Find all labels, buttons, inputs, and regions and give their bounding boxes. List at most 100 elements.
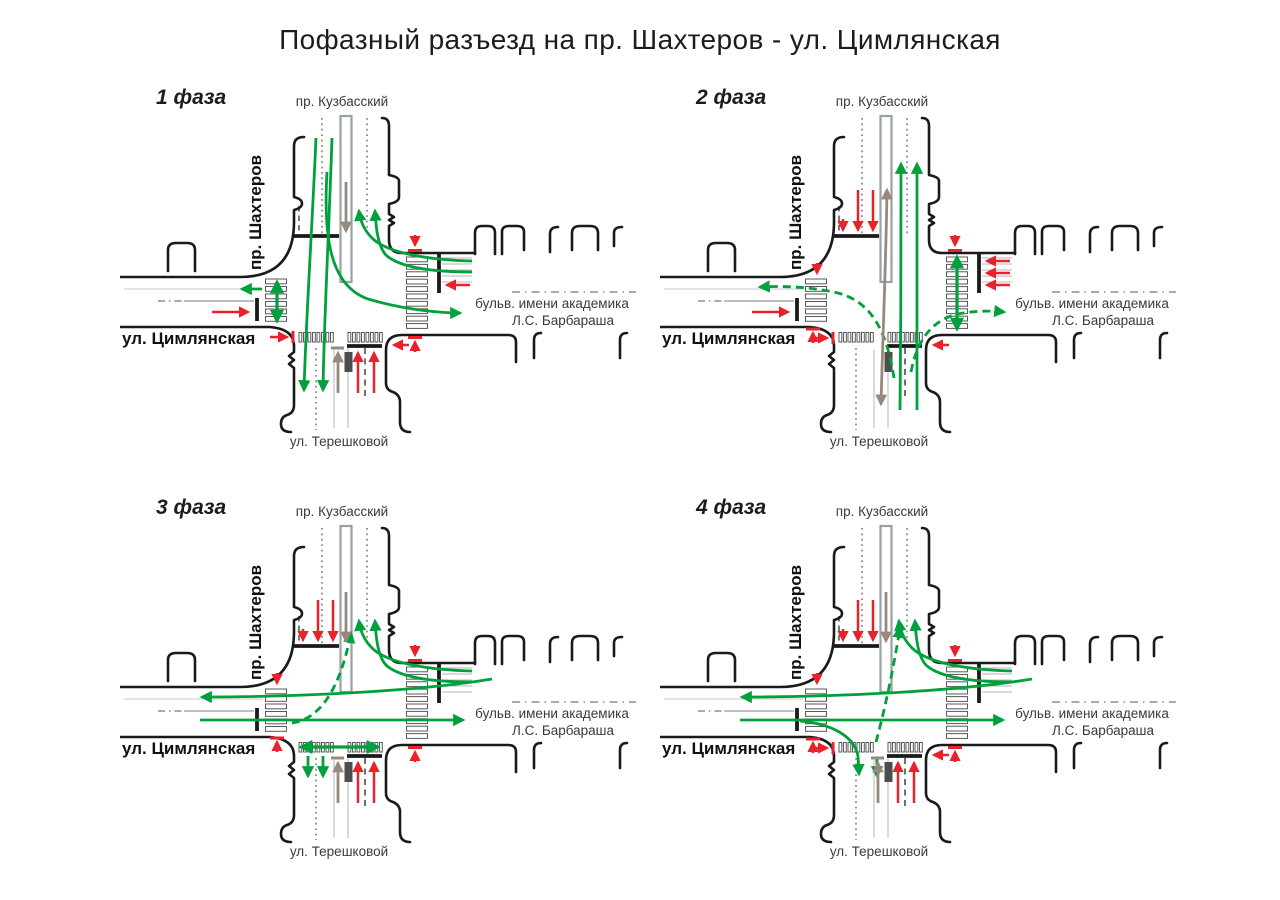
zebra-stripe xyxy=(265,688,287,695)
zebra-stripe xyxy=(265,711,287,717)
curb-northeast xyxy=(920,526,1017,665)
zebra-stripe xyxy=(805,711,827,717)
zebra-stripe xyxy=(946,710,968,717)
zebra-stripe xyxy=(919,742,923,753)
intersection-map: пр. Кузбасский пр. Шахтеров ул. Цимлянск… xyxy=(120,504,636,859)
street-label-bulvar-line2: Л.С. Барбараша xyxy=(512,313,615,328)
movement-arrows xyxy=(212,137,473,393)
zebra-stripe xyxy=(365,332,370,343)
lane-markings xyxy=(124,118,636,430)
driveway-pocket-northwest xyxy=(706,241,737,273)
bay-pocket-2 xyxy=(1040,634,1066,666)
crosswalk-south-east xyxy=(887,742,923,753)
intersection-map: пр. Кузбасский пр. Шахтеров ул. Цимлянск… xyxy=(660,504,1176,859)
zebra-stripe xyxy=(856,332,861,343)
bay-pocket-1 xyxy=(473,224,497,256)
bay-pocket-2 xyxy=(1040,224,1066,256)
zebra-stripe xyxy=(406,271,428,278)
street-label-shakhterov: пр. Шахтеров xyxy=(246,565,265,680)
zebra-stripe xyxy=(379,332,383,343)
bay-pocket-5 xyxy=(1152,225,1164,248)
crosswalk-south-west xyxy=(838,332,874,343)
bay-pocket-3 xyxy=(548,225,560,254)
bay-pocket-1 xyxy=(473,634,497,666)
bus-stop-block xyxy=(344,352,353,372)
zebra-stripe xyxy=(865,742,870,753)
street-label-shakhterov: пр. Шахтеров xyxy=(246,155,265,270)
phase-label: 2 фаза xyxy=(696,86,767,109)
crosswalk-east xyxy=(946,666,968,739)
movement-arrows xyxy=(752,161,1010,411)
street-label-south: ул. Терешковой xyxy=(830,844,928,859)
zebra-stripe xyxy=(406,315,428,322)
movement-arrow-green-dashed xyxy=(757,280,896,379)
street-label-south: ул. Терешковой xyxy=(830,434,928,449)
movement-arrow-green xyxy=(739,677,1033,704)
zebra-stripe xyxy=(406,710,428,717)
movement-arrow-green xyxy=(316,137,334,393)
street-label-tsimlyanskaya: ул. Цимлянская xyxy=(662,329,795,348)
phase-panel: 2 фаза xyxy=(660,80,1180,480)
street-label-tsimlyanskaya: ул. Цимлянская xyxy=(122,329,255,348)
bay-pocket-5 xyxy=(1152,635,1164,658)
curb-northwest xyxy=(120,135,306,279)
street-label-bulvar-line1: бульв. имени академика xyxy=(475,706,629,721)
zebra-stripe xyxy=(914,742,919,753)
phase-panel: 4 фаза xyxy=(660,490,1180,890)
curb-northwest xyxy=(120,545,306,689)
street-label-bulvar-line1: бульв. имени академика xyxy=(1015,706,1169,721)
crosswalk-west xyxy=(805,278,827,322)
street-label-north: пр. Кузбасский xyxy=(836,94,928,109)
zebra-stripe xyxy=(887,742,892,753)
crosswalk-south-west xyxy=(298,332,334,343)
phase-panel: 1 фаза xyxy=(120,80,640,480)
driveway-hook-east-2 xyxy=(1158,741,1169,770)
zebra-stripe xyxy=(838,332,843,343)
zebra-stripe xyxy=(946,703,968,710)
zebra-stripe xyxy=(861,742,865,753)
road-outlines xyxy=(660,116,1169,434)
curb-northeast xyxy=(380,526,477,665)
bay-pocket-2 xyxy=(500,224,526,256)
zebra-stripe xyxy=(865,332,870,343)
zebra-stripe xyxy=(805,301,827,307)
zebra-stripe xyxy=(905,742,910,753)
phase-label: 3 фаза xyxy=(156,496,227,519)
phase-label: 4 фаза xyxy=(696,496,767,519)
zebra-stripe xyxy=(325,332,330,343)
curb-southeast xyxy=(384,333,518,434)
street-label-south: ул. Терешковой xyxy=(290,434,388,449)
street-label-north: пр. Кузбасский xyxy=(296,94,388,109)
bus-stop-block xyxy=(344,762,353,782)
page-title: Пофазный разъезд на пр. Шахтеров - ул. Ц… xyxy=(279,24,1001,55)
intersection-map: пр. Кузбасский пр. Шахтеров ул. Цимлянск… xyxy=(660,94,1176,449)
zebra-stripe xyxy=(406,733,428,739)
bay-pocket-4 xyxy=(570,224,600,252)
driveway-pocket-northwest xyxy=(706,651,737,683)
lane-markings xyxy=(124,528,636,840)
zebra-stripe xyxy=(861,332,865,343)
zebra-stripe xyxy=(805,278,827,285)
zebra-stripe xyxy=(892,742,896,753)
zebra-stripe xyxy=(887,332,892,343)
driveway-hook-east-1 xyxy=(1072,741,1083,770)
curb-northwest xyxy=(660,545,846,689)
street-label-bulvar-line1: бульв. имени академика xyxy=(1015,296,1169,311)
movement-arrow-green xyxy=(799,719,865,777)
curb-northeast xyxy=(380,116,477,255)
street-label-bulvar-line2: Л.С. Барбараша xyxy=(1052,723,1155,738)
zebra-stripe xyxy=(307,332,312,343)
movement-arrow-green xyxy=(909,618,1013,684)
curb-northeast xyxy=(920,116,1017,255)
zebra-stripe xyxy=(406,286,428,292)
zebra-stripe xyxy=(896,742,901,753)
zebra-stripe xyxy=(347,332,352,343)
movement-arrow-green xyxy=(354,618,473,673)
zebra-stripe xyxy=(852,332,856,343)
street-label-north: пр. Кузбасский xyxy=(296,504,388,519)
zebra-stripe xyxy=(406,323,428,329)
bay-pocket-1 xyxy=(1013,634,1037,666)
curb-southeast xyxy=(924,743,1058,844)
bay-pocket-3 xyxy=(1088,225,1100,254)
